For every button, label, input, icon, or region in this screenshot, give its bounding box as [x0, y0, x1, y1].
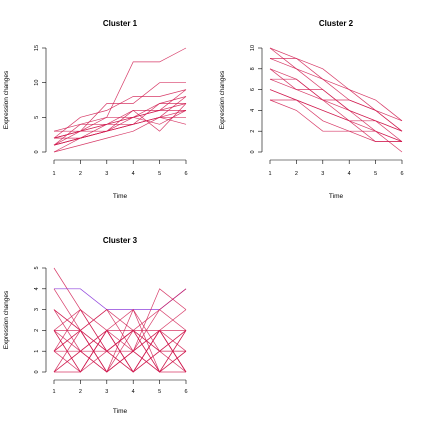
series-line-11	[53, 82, 186, 139]
y-tick-label: 6	[250, 88, 256, 91]
x-axis-label: Time	[329, 193, 344, 200]
series-line-2	[270, 58, 403, 132]
y-tick-label: 10	[250, 45, 256, 51]
x-tick-label: 1	[268, 171, 271, 177]
y-axis-label: Expression changes	[3, 70, 10, 129]
series-line-3	[53, 96, 187, 153]
chart-panel-1: Cluster 1 1 2 3 4 5 6 Time 0 5 10 15 Expression chan…	[3, 19, 188, 200]
y-tick-label: 5	[34, 116, 40, 119]
series-line-17	[53, 308, 186, 373]
y-tick-label: 4	[34, 287, 40, 290]
x-tick-label: 3	[321, 171, 324, 177]
series-line-6	[269, 99, 402, 142]
series-line-8	[53, 89, 187, 139]
y-tick-label: 15	[34, 45, 40, 51]
series-line-16	[53, 288, 187, 331]
x-tick-label: 2	[295, 171, 298, 177]
x-tick-label: 3	[105, 389, 108, 395]
y-tick-label: 0	[34, 150, 40, 153]
y-tick-label: 0	[250, 150, 256, 153]
y-tick-label: 2	[34, 329, 40, 332]
x-tick-label: 4	[132, 171, 135, 177]
series-line-11	[269, 47, 403, 132]
x-tick-label: 5	[158, 389, 161, 395]
series-line-19	[53, 329, 187, 373]
chart-title: Cluster 2	[319, 19, 354, 28]
x-tick-label: 4	[132, 389, 135, 395]
y-tick-label: 5	[34, 266, 40, 269]
series-line-4	[269, 78, 403, 153]
series-line-1	[269, 47, 403, 122]
x-tick-label: 3	[105, 171, 108, 177]
y-axis-label: Expression changes	[219, 70, 226, 129]
x-tick-label: 5	[158, 171, 161, 177]
series-line-20	[53, 308, 187, 352]
y-tick-label: 1	[34, 350, 40, 353]
series-line-12	[270, 99, 402, 142]
x-tick-label: 5	[374, 171, 377, 177]
series-line-12	[53, 89, 187, 146]
x-tick-label: 6	[400, 171, 403, 177]
y-tick-label: 2	[250, 130, 256, 133]
y-tick-label: 0	[34, 370, 40, 373]
x-tick-label: 6	[184, 389, 187, 395]
chart-title: Cluster 3	[103, 236, 138, 245]
y-axis-label: Expression changes	[3, 290, 10, 349]
x-tick-label: 1	[52, 171, 55, 177]
y-tick-label: 8	[250, 67, 256, 70]
series-line-6	[54, 96, 187, 132]
x-tick-label: 2	[79, 171, 82, 177]
x-axis-label: Time	[113, 193, 128, 200]
y-tick-label: 10	[34, 80, 40, 86]
series-line-14	[54, 116, 187, 139]
series-line-7	[269, 58, 403, 122]
x-tick-label: 2	[79, 389, 82, 395]
x-axis-label: Time	[113, 408, 128, 415]
chart-panel-3: Cluster 3 1 2 3 4 5 6 Time 0 1 2 3 4 5 Expression chan…	[3, 236, 188, 415]
chart-title: Cluster 1	[103, 19, 138, 28]
x-tick-label: 6	[184, 171, 187, 177]
y-tick-label: 3	[34, 308, 40, 311]
y-tick-label: 4	[250, 109, 256, 112]
x-tick-label: 4	[348, 171, 351, 177]
x-tick-label: 1	[52, 389, 55, 395]
chart-panel-2: Cluster 2 1 2 3 4 5 6 Time 0 2 4 6 8 10 Expression cha…	[219, 19, 404, 200]
series-line-13	[53, 103, 187, 132]
